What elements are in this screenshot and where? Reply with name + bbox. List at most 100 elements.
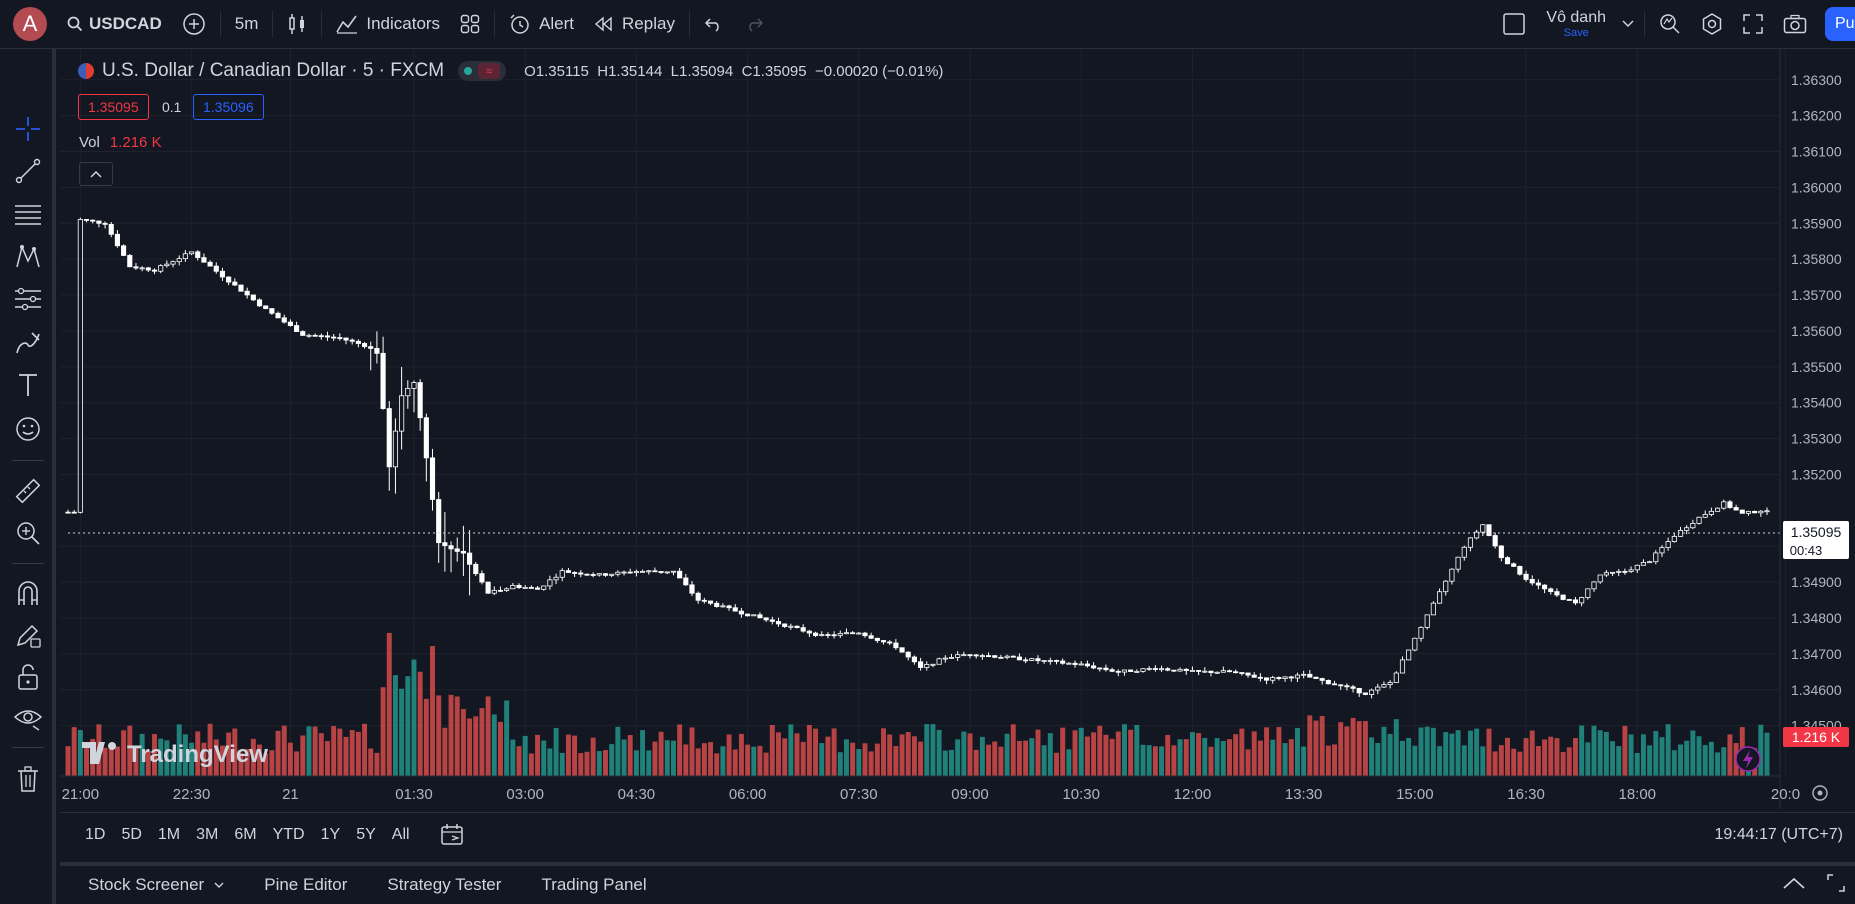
indicators-button[interactable]: Indicators bbox=[326, 0, 450, 48]
publish-button[interactable]: Pu bbox=[1825, 7, 1855, 41]
candle-body bbox=[1609, 571, 1616, 574]
chart-type-button[interactable] bbox=[277, 0, 317, 48]
goto-date-button[interactable] bbox=[440, 823, 466, 847]
square-icon bbox=[1503, 13, 1526, 35]
candle-body bbox=[145, 267, 151, 271]
alert-button[interactable]: Alert bbox=[499, 0, 584, 48]
candle-body bbox=[250, 294, 256, 301]
volume-bar bbox=[1146, 745, 1152, 776]
volume-bar bbox=[411, 659, 417, 776]
tab-strategy-tester[interactable]: Strategy Tester bbox=[367, 875, 521, 895]
tab-pine-editor[interactable]: Pine Editor bbox=[244, 875, 367, 895]
hide-drawings-tool[interactable] bbox=[10, 701, 46, 737]
brush-tool[interactable] bbox=[10, 325, 46, 361]
flag-icon bbox=[78, 63, 94, 79]
range-button-3m[interactable]: 3M bbox=[196, 826, 219, 843]
candle-body bbox=[578, 572, 584, 575]
range-button-5y[interactable]: 5Y bbox=[356, 826, 376, 843]
candle-body bbox=[244, 290, 250, 296]
volume-bar bbox=[640, 730, 646, 776]
emoji-tool[interactable] bbox=[10, 411, 46, 447]
redo-button[interactable] bbox=[734, 0, 774, 48]
remove-drawings-tool[interactable] bbox=[10, 761, 46, 797]
candle-body bbox=[1418, 626, 1424, 639]
range-button-1m[interactable]: 1M bbox=[157, 826, 181, 843]
candle-body bbox=[1134, 670, 1140, 673]
flash-button[interactable] bbox=[1735, 746, 1761, 772]
candle-body bbox=[1313, 676, 1319, 679]
quick-search-button[interactable] bbox=[1649, 0, 1691, 48]
collapse-legend-button[interactable] bbox=[79, 162, 113, 186]
range-button-1y[interactable]: 1Y bbox=[320, 826, 341, 843]
range-button-1d[interactable]: 1D bbox=[85, 826, 106, 843]
compare-symbol-button[interactable] bbox=[172, 0, 216, 48]
user-avatar[interactable]: A bbox=[13, 7, 47, 41]
market-status-badge[interactable]: ≈ bbox=[458, 61, 507, 81]
layouts-button[interactable] bbox=[450, 0, 490, 48]
undo-button[interactable] bbox=[694, 0, 734, 48]
measure-tool[interactable] bbox=[10, 473, 46, 509]
volume-bar bbox=[399, 688, 405, 776]
volume-bar bbox=[998, 746, 1004, 776]
range-button-5d[interactable]: 5D bbox=[121, 826, 142, 843]
candle-body bbox=[71, 511, 77, 514]
chart-legend: U.S. Dollar / Canadian Dollar · 5 · FXCM… bbox=[78, 60, 943, 82]
lock-drawings-tool[interactable] bbox=[10, 659, 46, 695]
fullscreen-button[interactable] bbox=[1733, 0, 1773, 48]
range-button-all[interactable]: All bbox=[391, 826, 410, 843]
text-tool[interactable] bbox=[10, 367, 46, 403]
candle-body bbox=[1764, 510, 1770, 513]
volume-bar bbox=[986, 744, 992, 776]
layout-dropdown-button[interactable] bbox=[1616, 0, 1640, 48]
tab-trading-panel[interactable]: Trading Panel bbox=[521, 875, 666, 895]
magnet-tool[interactable] bbox=[10, 575, 46, 611]
candle-body bbox=[1480, 524, 1486, 533]
time-axis[interactable]: 21:00 22:30 21 01:30 03:00 04:30 06:00 07:30 09:… bbox=[62, 786, 1801, 803]
settings-button[interactable] bbox=[1691, 0, 1733, 48]
replay-button[interactable]: Replay bbox=[584, 0, 685, 48]
plus-circle-icon bbox=[182, 13, 205, 35]
symbol-search-button[interactable]: USDCAD bbox=[57, 0, 172, 48]
fib-tool[interactable] bbox=[10, 197, 46, 233]
price-axis[interactable]: 1.36300 1.36200 1.36100 1.36000 1.35900 1.358… bbox=[1791, 72, 1842, 734]
layout-name-menu[interactable]: Vô danh Save bbox=[1536, 0, 1616, 48]
sell-price-button[interactable]: 1.35095 bbox=[78, 94, 149, 120]
stay-in-drawing-mode-tool[interactable] bbox=[10, 617, 46, 653]
range-button-6m[interactable]: 6M bbox=[234, 826, 257, 843]
crosshair-tool[interactable] bbox=[10, 111, 46, 147]
candle-body bbox=[411, 382, 417, 389]
price-chart[interactable]: 1.36300 1.36200 1.36100 1.36000 1.35900 1.358… bbox=[60, 49, 1855, 809]
chart-pane[interactable]: 1.36300 1.36200 1.36100 1.36000 1.35900 1.358… bbox=[60, 49, 1855, 809]
clock-timezone-button[interactable]: 19:44:17 (UTC+7) bbox=[1714, 826, 1843, 843]
sliders-icon bbox=[15, 287, 41, 311]
candle-body bbox=[436, 499, 442, 544]
price-axis-label: 1.36300 bbox=[1791, 72, 1842, 88]
candle-body bbox=[1591, 581, 1597, 590]
candle-body bbox=[1072, 662, 1078, 666]
pattern-tool[interactable] bbox=[10, 239, 46, 275]
candle-body bbox=[862, 632, 868, 637]
expand-panel-button[interactable] bbox=[1783, 876, 1805, 894]
volume-bar bbox=[1517, 751, 1523, 776]
tradingview-logo-dot bbox=[108, 742, 116, 750]
time-axis-settings-button[interactable] bbox=[1812, 785, 1828, 801]
volume-bar bbox=[800, 741, 806, 776]
buy-price-button[interactable]: 1.35096 bbox=[193, 94, 264, 120]
time-axis-label: 01:30 bbox=[395, 786, 433, 803]
indicators-label: Indicators bbox=[366, 14, 441, 33]
current-price-badge-bg bbox=[1783, 521, 1849, 559]
maximize-panel-button[interactable] bbox=[1827, 873, 1845, 897]
volume-bar bbox=[121, 730, 127, 776]
interval-button[interactable]: 5m bbox=[234, 14, 259, 33]
zoom-tool[interactable] bbox=[10, 515, 46, 551]
tab-stock-screener[interactable]: Stock Screener bbox=[60, 875, 244, 895]
layout-select-checkbox[interactable] bbox=[1492, 0, 1536, 48]
projection-tool[interactable] bbox=[10, 281, 46, 317]
range-button-ytd[interactable]: YTD bbox=[272, 826, 305, 843]
trend-line-tool[interactable] bbox=[10, 153, 46, 189]
symbol-title[interactable]: U.S. Dollar / Canadian Dollar · 5 · FXCM bbox=[102, 60, 445, 81]
volume-bar bbox=[806, 725, 812, 776]
snapshot-button[interactable] bbox=[1773, 0, 1817, 48]
candle-body bbox=[263, 305, 269, 309]
candle-body bbox=[1486, 524, 1492, 536]
